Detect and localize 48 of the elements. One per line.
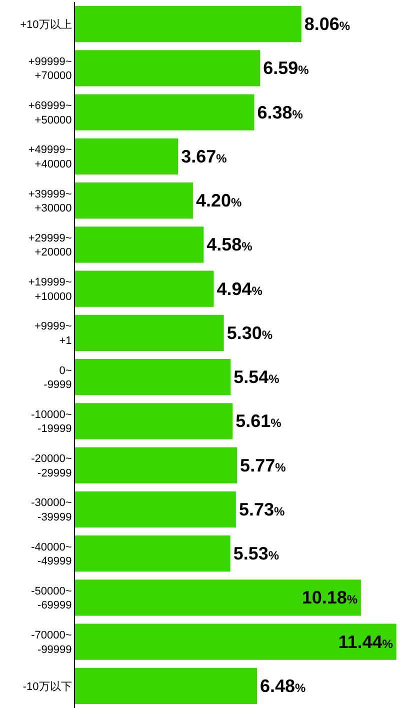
bar	[75, 403, 233, 440]
bar	[75, 50, 260, 86]
bar	[75, 447, 238, 484]
y-tick-label: -20000~ -29999	[31, 453, 72, 480]
data-label: 5.53%	[233, 544, 280, 564]
bar	[75, 138, 178, 175]
data-label: 4.94%	[216, 278, 263, 299]
bar	[75, 270, 214, 307]
y-tick-label: -30000~ -39999	[31, 497, 72, 524]
data-label: 5.54%	[234, 367, 280, 388]
y-tick-label: +39999~ +30000	[28, 188, 72, 215]
data-label: 6.48%	[260, 676, 306, 696]
bar	[75, 94, 254, 130]
bar	[75, 314, 224, 352]
bar	[75, 624, 396, 660]
data-label: 6.38%	[257, 102, 304, 122]
y-tick-label: -50000~ -69999	[31, 585, 72, 612]
bar	[75, 226, 204, 263]
y-tick-label: +69999~ +50000	[28, 100, 72, 126]
y-tick-label: -10万以下	[22, 680, 72, 693]
bar	[75, 358, 231, 396]
data-label: 5.73%	[238, 499, 285, 520]
y-tick-label: 0~ -9999	[44, 364, 72, 392]
data-label: 6.59%	[263, 58, 310, 78]
y-tick-label: +49999~ +40000	[28, 144, 72, 170]
y-tick-label: -10000~ -19999	[31, 408, 72, 436]
y-tick-label: +9999~ +1	[34, 320, 72, 347]
y-tick-label: -40000~ -49999	[31, 541, 72, 568]
data-label: 5.30%	[226, 322, 273, 343]
bar	[75, 182, 193, 219]
data-label: 4.58%	[206, 234, 253, 255]
bar	[75, 491, 236, 528]
data-label: 11.44%	[338, 632, 394, 652]
bar	[75, 580, 361, 616]
y-tick-label: +29999~ +20000	[28, 232, 72, 259]
bar	[75, 668, 257, 704]
y-tick-label: +19999~ +10000	[28, 276, 72, 303]
data-label: 5.77%	[240, 455, 286, 476]
data-label: 3.67%	[181, 146, 228, 166]
y-tick-label: +10万以上	[20, 18, 72, 31]
bar	[75, 6, 302, 42]
data-label: 10.18%	[302, 588, 358, 608]
data-label: 8.06%	[304, 14, 350, 34]
data-label: 5.61%	[236, 411, 282, 432]
data-label: 4.20%	[196, 190, 242, 211]
y-tick-label: -70000~ -99999	[31, 630, 72, 656]
bar	[75, 535, 230, 572]
y-tick-label: +99999~ +70000	[28, 56, 72, 82]
